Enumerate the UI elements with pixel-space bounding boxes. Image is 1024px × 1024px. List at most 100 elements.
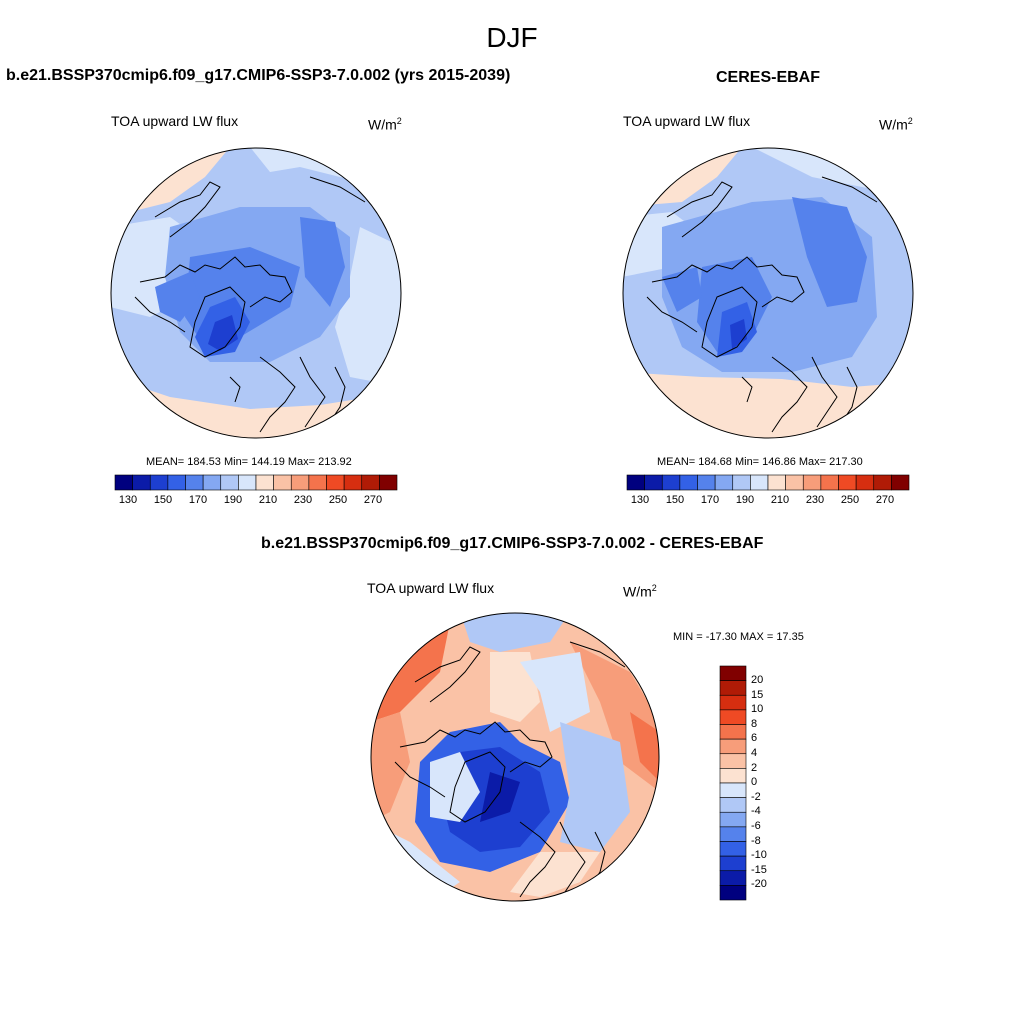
colorbar-swatch: [820, 474, 839, 491]
model-units-label: W/m2: [368, 116, 402, 133]
diff-colorbar-tick: 8: [751, 718, 758, 730]
model-colorbar-tick: 130: [118, 494, 138, 506]
model-colorbar: [114, 474, 398, 491]
diff-colorbar-ticks: 20 15 10 8 6 4 2 0 -2 -4 -6 -8 -10 -15 -…: [751, 666, 791, 900]
diff-colorbar: [719, 665, 747, 901]
diff-colorbar-tick: 10: [751, 703, 764, 715]
model-colorbar-tick: 210: [258, 494, 278, 506]
obs-colorbar-tick: 270: [875, 494, 895, 506]
colorbar-swatch: [132, 474, 151, 491]
model-colorbar-tick: 270: [363, 494, 383, 506]
colorbar-swatch: [167, 474, 186, 491]
colorbar-swatch: [719, 768, 747, 784]
diff-colorbar-tick: 15: [751, 689, 764, 701]
colorbar-swatch: [308, 474, 327, 491]
colorbar-swatch: [719, 870, 747, 886]
colorbar-swatch: [855, 474, 875, 491]
colorbar-swatch: [326, 474, 345, 491]
colorbar-swatch: [714, 474, 734, 491]
colorbar-swatch: [719, 855, 747, 872]
colorbar-swatch: [719, 885, 747, 901]
model-stats: MEAN= 184.53 Min= 144.19 Max= 213.92: [146, 456, 352, 468]
obs-stats: MEAN= 184.68 Min= 146.86 Max= 217.30: [657, 456, 863, 468]
obs-colorbar-tick: 230: [805, 494, 825, 506]
model-colorbar-tick: 170: [188, 494, 208, 506]
model-panel-title: b.e21.BSSP370cmip6.f09_g17.CMIP6-SSP3-7.…: [6, 67, 511, 84]
obs-colorbar-tick: 130: [630, 494, 650, 506]
diff-colorbar-tick: -10: [751, 849, 767, 861]
obs-colorbar-tick: 170: [700, 494, 720, 506]
colorbar-swatch: [719, 753, 747, 769]
colorbar-swatch: [220, 474, 239, 491]
obs-colorbar-ticks: 130 150 170 190 210 230 250 270: [627, 494, 909, 510]
colorbar-swatch: [290, 474, 310, 491]
colorbar-swatch: [719, 782, 747, 798]
diff-colorbar-tick: -6: [751, 820, 761, 832]
diff-colorbar-tick: 2: [751, 762, 758, 774]
colorbar-swatch: [202, 474, 222, 491]
obs-colorbar-tick: 250: [840, 494, 860, 506]
obs-polar-map: [622, 147, 914, 439]
colorbar-swatch: [719, 665, 747, 681]
model-polar-map: [110, 147, 402, 439]
obs-colorbar: [626, 474, 910, 491]
colorbar-swatch: [644, 474, 663, 491]
colorbar-swatch: [661, 474, 681, 491]
colorbar-swatch: [750, 474, 769, 491]
colorbar-swatch: [185, 474, 204, 491]
colorbar-swatch: [719, 811, 747, 828]
diff-polar-map: [370, 612, 660, 902]
obs-panel-title: CERES-EBAF: [716, 69, 821, 86]
model-colorbar-ticks: 130 150 170 190 210 230 250 270: [115, 494, 397, 510]
colorbar-swatch: [238, 474, 257, 491]
colorbar-swatch: [719, 680, 747, 696]
colorbar-swatch: [767, 474, 786, 491]
colorbar-swatch: [149, 474, 169, 491]
season-title: DJF: [486, 22, 538, 53]
diff-variable-label: TOA upward LW flux: [367, 580, 495, 596]
colorbar-swatch: [719, 738, 747, 755]
colorbar-swatch: [719, 709, 747, 725]
model-variable-label: TOA upward LW flux: [111, 113, 239, 129]
model-colorbar-tick: 230: [293, 494, 313, 506]
obs-colorbar-tick: 210: [770, 494, 790, 506]
colorbar-swatch: [785, 474, 804, 491]
colorbar-swatch: [679, 474, 698, 491]
colorbar-swatch: [719, 841, 747, 857]
colorbar-swatch: [255, 474, 274, 491]
obs-units-label: W/m2: [879, 116, 913, 133]
diff-panel-title: b.e21.BSSP370cmip6.f09_g17.CMIP6-SSP3-7.…: [261, 535, 764, 552]
colorbar-swatch: [719, 724, 747, 740]
diff-units-label: W/m2: [623, 583, 657, 600]
diff-stats: MIN = -17.30 MAX = 17.35: [673, 631, 804, 643]
colorbar-swatch: [891, 474, 910, 491]
colorbar-swatch: [719, 826, 747, 842]
colorbar-swatch: [343, 474, 363, 491]
colorbar-swatch: [802, 474, 822, 491]
diff-colorbar-tick: 6: [751, 732, 758, 744]
model-colorbar-tick: 150: [153, 494, 173, 506]
colorbar-swatch: [732, 474, 751, 491]
diff-colorbar-tick: -4: [751, 805, 761, 817]
obs-variable-label: TOA upward LW flux: [623, 113, 751, 129]
colorbar-swatch: [114, 474, 133, 491]
obs-colorbar-tick: 150: [665, 494, 685, 506]
colorbar-swatch: [719, 797, 747, 813]
diff-colorbar-tick: -15: [751, 864, 767, 876]
diff-colorbar-tick: 4: [751, 747, 758, 759]
colorbar-swatch: [361, 474, 380, 491]
obs-colorbar-tick: 190: [735, 494, 755, 506]
colorbar-swatch: [838, 474, 857, 491]
colorbar-swatch: [273, 474, 292, 491]
colorbar-swatch: [626, 474, 645, 491]
colorbar-swatch: [697, 474, 716, 491]
diff-colorbar-tick: -2: [751, 791, 761, 803]
diff-colorbar-tick: -20: [751, 878, 767, 890]
colorbar-swatch: [379, 474, 398, 491]
diff-colorbar-tick: 0: [751, 776, 758, 788]
diff-colorbar-tick: 20: [751, 674, 764, 686]
colorbar-swatch: [873, 474, 892, 491]
diff-colorbar-tick: -8: [751, 835, 761, 847]
model-colorbar-tick: 190: [223, 494, 243, 506]
colorbar-swatch: [719, 694, 747, 711]
